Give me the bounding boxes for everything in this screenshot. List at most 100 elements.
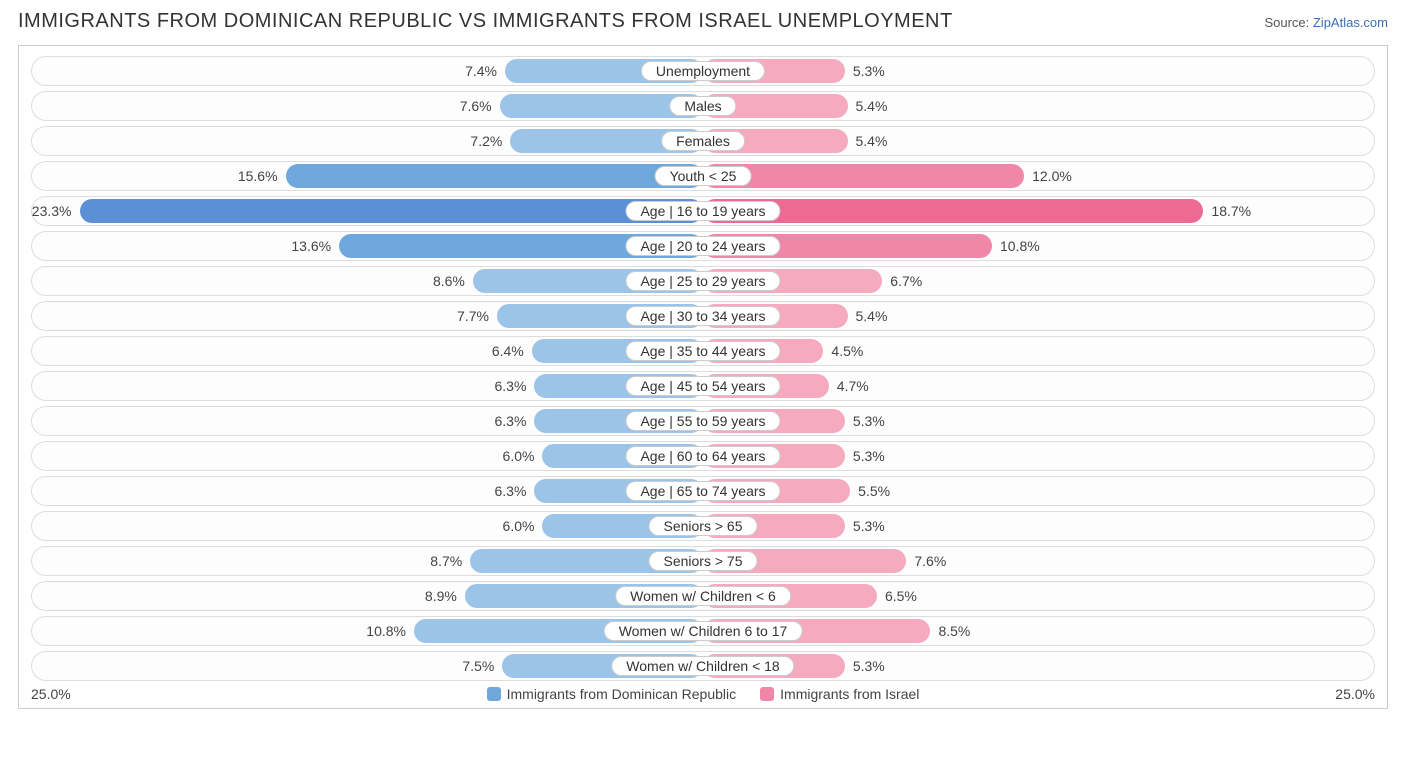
- bar-half-left: 15.6%: [34, 164, 703, 188]
- value-left: 8.7%: [430, 553, 462, 569]
- value-right: 4.7%: [837, 378, 869, 394]
- value-right: 5.3%: [853, 413, 885, 429]
- chart-row: 6.3% 4.7% Age | 45 to 54 years: [31, 371, 1375, 401]
- bar-half-left: 6.3%: [34, 479, 703, 503]
- category-label: Women w/ Children 6 to 17: [604, 621, 803, 641]
- value-left: 15.6%: [238, 168, 278, 184]
- bar-half-left: 6.0%: [34, 514, 703, 538]
- value-right: 7.6%: [914, 553, 946, 569]
- category-label: Age | 45 to 54 years: [625, 376, 780, 396]
- bar-half-right: 12.0%: [703, 164, 1372, 188]
- value-right: 5.4%: [856, 98, 888, 114]
- legend-item-right: Immigrants from Israel: [760, 686, 919, 702]
- bar-left: [286, 164, 703, 188]
- value-right: 8.5%: [938, 623, 970, 639]
- chart-row: 15.6% 12.0% Youth < 25: [31, 161, 1375, 191]
- value-right: 10.8%: [1000, 238, 1040, 254]
- value-left: 6.3%: [495, 413, 527, 429]
- chart-row: 13.6%10.8%Age | 20 to 24 years: [31, 231, 1375, 261]
- bar-half-right: 5.3%: [703, 654, 1372, 678]
- category-label: Seniors > 65: [649, 516, 758, 536]
- chart-row: 6.0% 5.3% Seniors > 65: [31, 511, 1375, 541]
- bar-half-right: 18.7%: [703, 199, 1372, 223]
- value-right: 5.3%: [853, 518, 885, 534]
- diverging-bar-chart: 7.4%5.3%Unemployment7.6%5.4%Males7.2%5.4…: [18, 45, 1388, 709]
- value-left: 13.6%: [291, 238, 331, 254]
- category-label: Seniors > 75: [649, 551, 758, 571]
- value-left: 6.3%: [495, 483, 527, 499]
- bar-half-left: 7.7%: [34, 304, 703, 328]
- value-right: 18.7%: [1211, 203, 1251, 219]
- chart-row: 6.3% 5.5% Age | 65 to 74 years: [31, 476, 1375, 506]
- bar-half-right: 4.7%: [703, 374, 1372, 398]
- legend-swatch-right: [760, 687, 774, 701]
- bar-half-right: 4.5%: [703, 339, 1372, 363]
- category-label: Age | 35 to 44 years: [625, 341, 780, 361]
- bar-half-right: 5.4%: [703, 129, 1372, 153]
- value-right: 5.5%: [858, 483, 890, 499]
- category-label: Unemployment: [641, 61, 765, 81]
- value-right: 5.4%: [856, 133, 888, 149]
- bar-half-left: 7.6%: [34, 94, 703, 118]
- bar-half-right: 5.3%: [703, 444, 1372, 468]
- legend-label-right: Immigrants from Israel: [780, 686, 919, 702]
- bar-half-right: 8.5%: [703, 619, 1372, 643]
- value-left: 7.2%: [470, 133, 502, 149]
- value-left: 6.0%: [503, 448, 535, 464]
- source-attribution: Source: ZipAtlas.com: [1264, 15, 1388, 30]
- chart-row: 6.0% 5.3% Age | 60 to 64 years: [31, 441, 1375, 471]
- bar-half-left: 6.4%: [34, 339, 703, 363]
- legend-swatch-left: [487, 687, 501, 701]
- value-left: 7.6%: [460, 98, 492, 114]
- chart-row: 7.2%5.4%Females: [31, 126, 1375, 156]
- chart-footer: 25.0% Immigrants from Dominican Republic…: [31, 686, 1375, 702]
- bar-half-left: 23.3%: [34, 199, 703, 223]
- bar-half-right: 10.8%: [703, 234, 1372, 258]
- value-right: 5.3%: [853, 658, 885, 674]
- legend: Immigrants from Dominican Republic Immig…: [71, 686, 1336, 702]
- value-right: 5.3%: [853, 448, 885, 464]
- value-left: 23.3%: [32, 203, 72, 219]
- category-label: Age | 16 to 19 years: [625, 201, 780, 221]
- bar-half-left: 6.3%: [34, 374, 703, 398]
- value-right: 6.7%: [890, 273, 922, 289]
- chart-row: 8.6%6.7%Age | 25 to 29 years: [31, 266, 1375, 296]
- axis-max-right: 25.0%: [1335, 686, 1375, 702]
- bar-half-left: 7.2%: [34, 129, 703, 153]
- bar-half-right: 7.6%: [703, 549, 1372, 573]
- bar-half-left: 6.3%: [34, 409, 703, 433]
- value-right: 6.5%: [885, 588, 917, 604]
- value-right: 12.0%: [1032, 168, 1072, 184]
- category-label: Age | 30 to 34 years: [625, 306, 780, 326]
- bar-half-right: 5.3%: [703, 514, 1372, 538]
- value-left: 6.0%: [503, 518, 535, 534]
- bar-half-right: 5.3%: [703, 59, 1372, 83]
- chart-row: 6.3%5.3%Age | 55 to 59 years: [31, 406, 1375, 436]
- bar-half-left: 7.4%: [34, 59, 703, 83]
- category-label: Youth < 25: [655, 166, 752, 186]
- header: IMMIGRANTS FROM DOMINICAN REPUBLIC VS IM…: [18, 10, 1388, 33]
- value-left: 7.4%: [465, 63, 497, 79]
- source-link[interactable]: ZipAtlas.com: [1313, 15, 1388, 30]
- value-left: 8.6%: [433, 273, 465, 289]
- value-right: 5.4%: [856, 308, 888, 324]
- bar-half-left: 8.9%: [34, 584, 703, 608]
- legend-item-left: Immigrants from Dominican Republic: [487, 686, 737, 702]
- value-left: 10.8%: [366, 623, 406, 639]
- chart-row: 7.7% 5.4% Age | 30 to 34 years: [31, 301, 1375, 331]
- axis-max-left: 25.0%: [31, 686, 71, 702]
- value-right: 4.5%: [831, 343, 863, 359]
- category-label: Age | 65 to 74 years: [625, 481, 780, 501]
- chart-row: 23.3% 18.7% Age | 16 to 19 years: [31, 196, 1375, 226]
- value-left: 6.4%: [492, 343, 524, 359]
- value-left: 7.7%: [457, 308, 489, 324]
- category-label: Age | 60 to 64 years: [625, 446, 780, 466]
- category-label: Women w/ Children < 6: [615, 586, 791, 606]
- bar-half-left: 10.8%: [34, 619, 703, 643]
- page-title: IMMIGRANTS FROM DOMINICAN REPUBLIC VS IM…: [18, 10, 953, 33]
- bar-half-right: 5.5%: [703, 479, 1372, 503]
- bar-half-left: 13.6%: [34, 234, 703, 258]
- value-left: 6.3%: [495, 378, 527, 394]
- source-prefix: Source:: [1264, 15, 1312, 30]
- bar-half-right: 6.7%: [703, 269, 1372, 293]
